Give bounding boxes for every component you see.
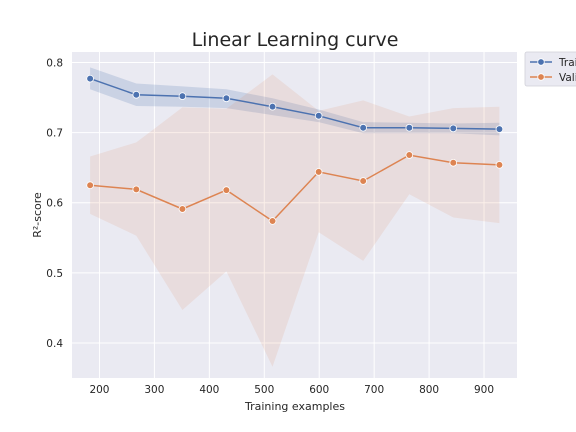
series-lines	[89, 77, 500, 222]
data-point-validation	[449, 158, 458, 167]
x-tick-label: 700	[364, 384, 384, 396]
x-tick-label: 800	[419, 384, 439, 396]
legend-label-validation: Validation score	[559, 72, 576, 84]
data-point-validation	[222, 186, 231, 194]
x-tick-label: 900	[474, 384, 494, 396]
y-tick-label: 0.6	[46, 198, 63, 210]
data-point-training	[178, 92, 187, 100]
plot-area	[72, 52, 517, 378]
legend-marker-training	[537, 58, 545, 66]
data-point-training	[268, 102, 277, 111]
data-point-validation	[314, 168, 323, 176]
data-point-training	[449, 124, 458, 133]
y-tick-label: 0.5	[46, 268, 63, 280]
y-tick-label: 0.7	[46, 128, 63, 140]
data-point-training	[86, 74, 94, 83]
legend: Training score Validation score	[524, 51, 576, 87]
data-point-training	[132, 90, 141, 99]
data-point-training	[495, 125, 504, 133]
legend-label-training: Training score	[558, 57, 576, 69]
series-markers	[86, 74, 504, 225]
x-tick-label: 600	[309, 384, 329, 396]
data-point-training	[359, 123, 367, 132]
data-point-validation	[178, 205, 187, 213]
series-line-training	[89, 77, 500, 130]
confidence-band-validation	[90, 74, 500, 367]
x-tick-labels: 200 300 400 500 600 700 800 900	[89, 384, 494, 396]
x-tick-label: 400	[199, 384, 219, 396]
data-point-training	[314, 111, 323, 120]
legend-marker-validation	[537, 73, 545, 81]
x-tick-label: 300	[144, 384, 164, 396]
data-point-training	[222, 94, 231, 103]
data-point-validation	[268, 217, 277, 225]
x-tick-label: 200	[89, 384, 109, 396]
y-tick-labels: 0.4 0.5 0.6 0.7 0.8	[46, 58, 63, 350]
series-line-validation	[90, 154, 500, 222]
data-point-validation	[495, 161, 504, 169]
y-axis-label: R²-score	[31, 192, 44, 238]
data-point-validation	[132, 185, 141, 194]
data-point-validation	[405, 151, 414, 159]
y-tick-label: 0.4	[46, 338, 63, 350]
grid	[72, 52, 517, 378]
x-axis-label: Training examples	[244, 400, 345, 413]
data-point-training	[405, 123, 414, 132]
chart-title: Linear Learning curve	[192, 29, 399, 51]
x-tick-label: 500	[254, 384, 274, 396]
data-point-validation	[359, 177, 367, 185]
y-tick-label: 0.8	[46, 58, 63, 70]
data-point-validation	[86, 181, 94, 190]
